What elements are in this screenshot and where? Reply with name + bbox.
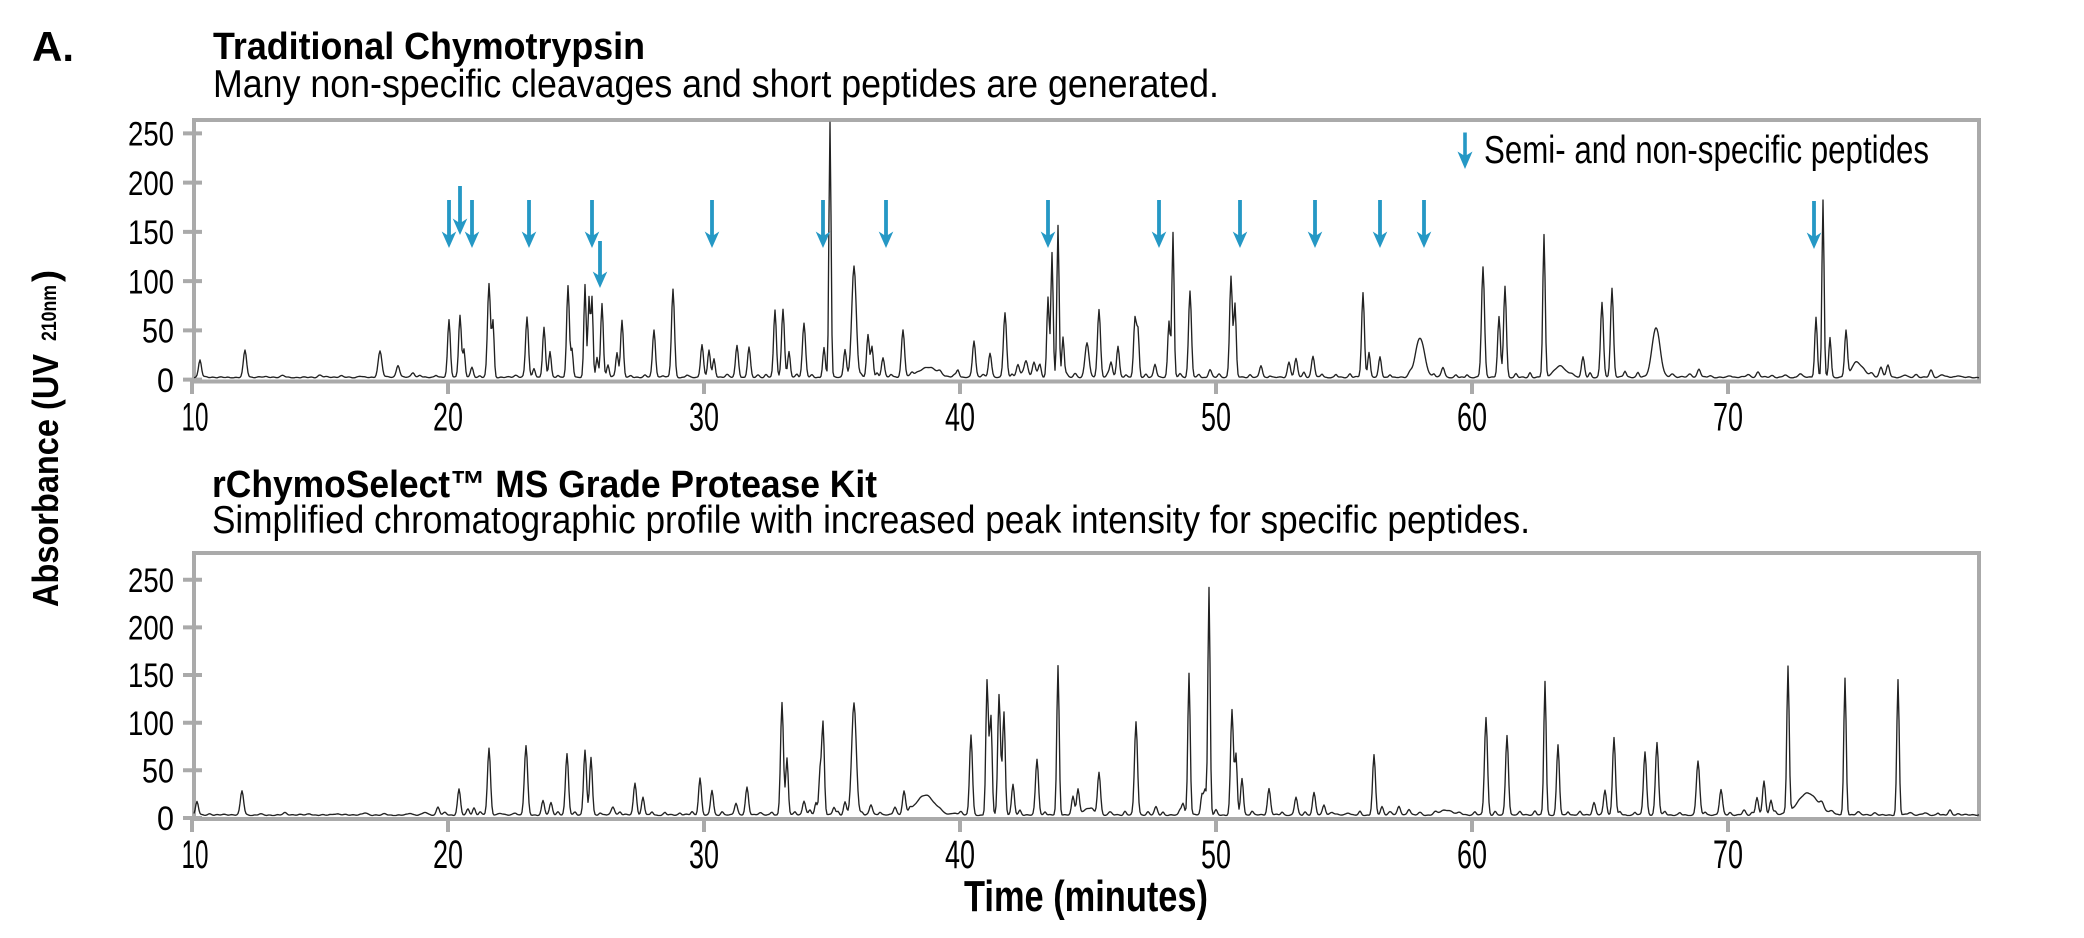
- svg-text:0: 0: [157, 362, 174, 400]
- svg-text:50: 50: [142, 753, 174, 791]
- svg-text:250: 250: [128, 116, 174, 154]
- svg-text:A.: A.: [32, 23, 74, 70]
- svg-text:Absorbance (UV: Absorbance (UV: [25, 354, 66, 607]
- svg-text:Traditional Chymotrypsin: Traditional Chymotrypsin: [213, 26, 645, 68]
- svg-text:50: 50: [1201, 833, 1231, 877]
- svg-text:Semi- and non-specific peptide: Semi- and non-specific peptides: [1484, 129, 1929, 172]
- svg-text:200: 200: [128, 165, 174, 203]
- svg-text:): ): [25, 270, 66, 282]
- svg-text:40: 40: [945, 833, 975, 877]
- svg-text:40: 40: [945, 396, 975, 440]
- svg-text:100: 100: [128, 705, 174, 743]
- svg-text:Time (minutes): Time (minutes): [964, 872, 1208, 921]
- svg-text:210nm: 210nm: [37, 285, 61, 341]
- svg-text:70: 70: [1713, 396, 1743, 440]
- svg-text:100: 100: [128, 263, 174, 301]
- svg-text:0: 0: [157, 800, 174, 838]
- svg-text:60: 60: [1457, 396, 1487, 440]
- svg-text:Many non-specific cleavages an: Many non-specific cleavages and short pe…: [213, 63, 1219, 106]
- svg-text:rChymoSelect™ MS Grade Proteas: rChymoSelect™ MS Grade Protease Kit: [212, 464, 877, 506]
- svg-text:50: 50: [142, 313, 174, 351]
- svg-text:Simplified chromatographic pro: Simplified chromatographic profile with …: [212, 499, 1530, 542]
- svg-text:10: 10: [182, 833, 209, 877]
- svg-text:250: 250: [128, 562, 174, 600]
- svg-text:150: 150: [128, 657, 174, 695]
- svg-text:20: 20: [433, 396, 463, 440]
- svg-text:30: 30: [689, 833, 719, 877]
- svg-text:20: 20: [433, 833, 463, 877]
- svg-text:30: 30: [689, 396, 719, 440]
- svg-text:60: 60: [1457, 833, 1487, 877]
- svg-text:50: 50: [1201, 396, 1231, 440]
- svg-text:200: 200: [128, 610, 174, 648]
- svg-text:70: 70: [1713, 833, 1743, 877]
- svg-text:10: 10: [182, 396, 209, 440]
- svg-text:150: 150: [128, 214, 174, 252]
